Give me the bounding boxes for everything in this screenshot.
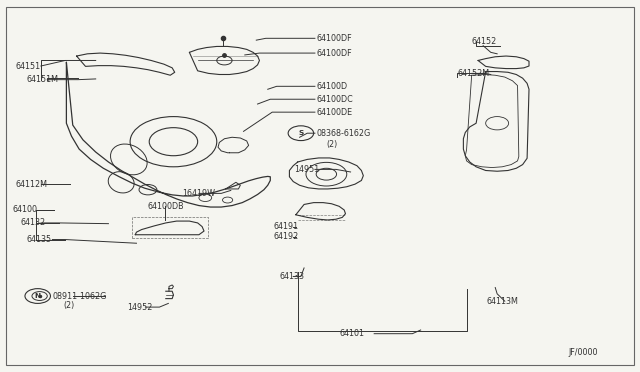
Text: N: N [35, 293, 41, 299]
Text: 64191: 64191 [273, 222, 299, 231]
Text: 64100DF: 64100DF [317, 34, 353, 43]
Text: 16419W: 16419W [182, 189, 215, 198]
Text: (2): (2) [326, 140, 338, 149]
Text: 64100DE: 64100DE [317, 108, 353, 117]
Text: 14952: 14952 [127, 302, 152, 312]
Text: 64192: 64192 [273, 232, 299, 241]
Text: 64100DC: 64100DC [317, 95, 353, 104]
Text: 64132: 64132 [20, 218, 45, 227]
Text: 64151: 64151 [15, 61, 40, 71]
Text: 08911-1062G: 08911-1062G [52, 292, 107, 301]
Text: S: S [298, 130, 303, 136]
Text: 64152: 64152 [472, 37, 497, 46]
Text: 64100DB: 64100DB [148, 202, 184, 211]
Text: 64112M: 64112M [15, 180, 47, 189]
Text: (2): (2) [64, 301, 75, 311]
Text: 64133: 64133 [280, 272, 305, 281]
Text: 64100: 64100 [13, 205, 38, 215]
Text: 08368-6162G: 08368-6162G [317, 129, 371, 138]
Text: 64113M: 64113M [487, 297, 519, 306]
Text: 64100DF: 64100DF [317, 49, 353, 58]
Text: 64135: 64135 [27, 235, 52, 244]
Text: JF/0000: JF/0000 [568, 348, 598, 357]
Text: 64100D: 64100D [317, 82, 348, 91]
Text: 14951: 14951 [294, 165, 320, 174]
Text: 64151M: 64151M [27, 75, 59, 84]
Text: 64152M: 64152M [457, 69, 489, 78]
Text: 64101: 64101 [339, 329, 364, 338]
